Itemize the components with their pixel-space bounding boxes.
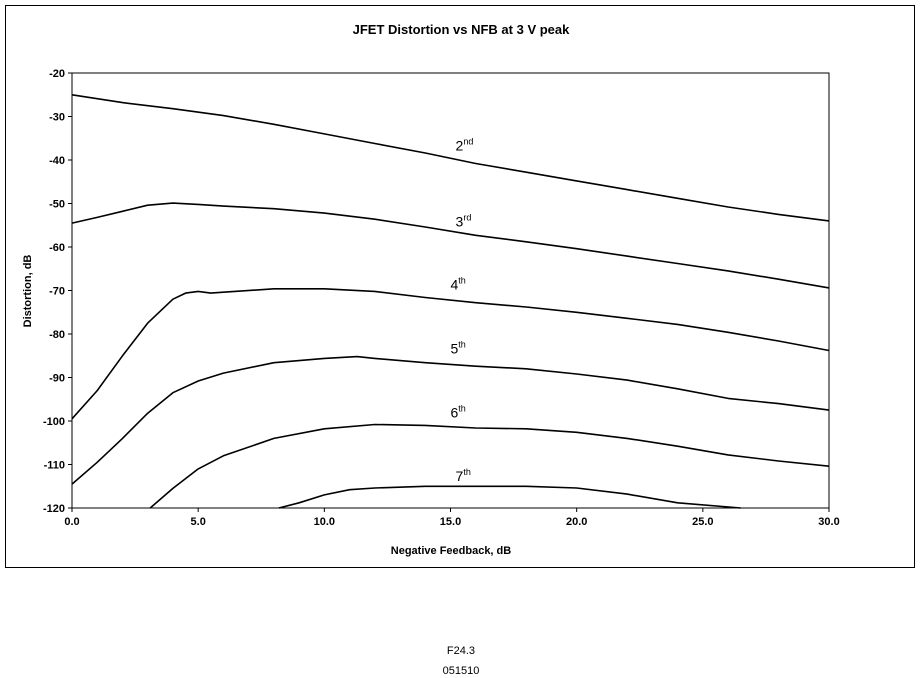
- series-line-7th: [278, 485, 741, 509]
- x-tick-label: 20.0: [566, 516, 587, 528]
- x-tick-label: 25.0: [692, 516, 713, 528]
- y-tick-label: -20: [49, 68, 65, 80]
- chart-frame: JFET Distortion vs NFB at 3 V peak -20 -3…: [5, 5, 915, 568]
- y-tick-label: -90: [49, 373, 65, 385]
- y-tick-label: -30: [49, 112, 65, 124]
- y-tick-label: -70: [49, 286, 65, 298]
- y-tick-label: -120: [43, 503, 65, 515]
- y-tick-label: -80: [49, 329, 65, 341]
- series-line-5th: [71, 355, 830, 485]
- chart-svg: JFET Distortion vs NFB at 3 V peak -20 -3…: [22, 22, 840, 557]
- x-tick-label: 15.0: [440, 516, 461, 528]
- y-axis-label: Distortion, dB: [22, 255, 34, 328]
- y-tick-label: -110: [44, 460, 65, 472]
- x-tick-label: 30.0: [818, 516, 839, 528]
- x-tick-label: 0.0: [64, 516, 79, 528]
- series-label-2nd: 2nd: [456, 136, 474, 153]
- x-tick-label: 5.0: [191, 516, 206, 528]
- y-tick-label: -100: [43, 416, 65, 428]
- figure-date-code: 051510: [442, 665, 480, 677]
- series-line-3rd: [71, 202, 830, 289]
- series-label-7th: 7th: [456, 467, 471, 484]
- chart-title: JFET Distortion vs NFB at 3 V peak: [353, 22, 570, 37]
- series-labels: 2nd 3rd 4th 5th 6th 7th: [451, 136, 474, 484]
- y-axis: -20 -30 -40 -50 -60 -70 -80 -90 -100 -110 -120: [43, 68, 72, 515]
- series-line-4th: [71, 288, 830, 420]
- series-label-3rd: 3rd: [456, 213, 472, 230]
- series-line-6th: [149, 423, 830, 509]
- y-tick-label: -50: [49, 199, 65, 211]
- series-label-4th: 4th: [451, 276, 466, 293]
- figure-number: F24.3: [446, 645, 476, 657]
- y-tick-label: -40: [49, 155, 65, 167]
- series-label-6th: 6th: [451, 404, 466, 421]
- x-axis: 0.0 5.0 10.0 15.0 20.0 25.0 30.0: [64, 508, 840, 528]
- series-layer: [71, 94, 830, 509]
- x-axis-label: Negative Feedback, dB: [391, 545, 511, 557]
- x-tick-label: 10.0: [314, 516, 335, 528]
- series-label-5th: 5th: [451, 340, 466, 357]
- series-line-2nd: [71, 94, 830, 222]
- y-tick-label: -60: [49, 242, 65, 254]
